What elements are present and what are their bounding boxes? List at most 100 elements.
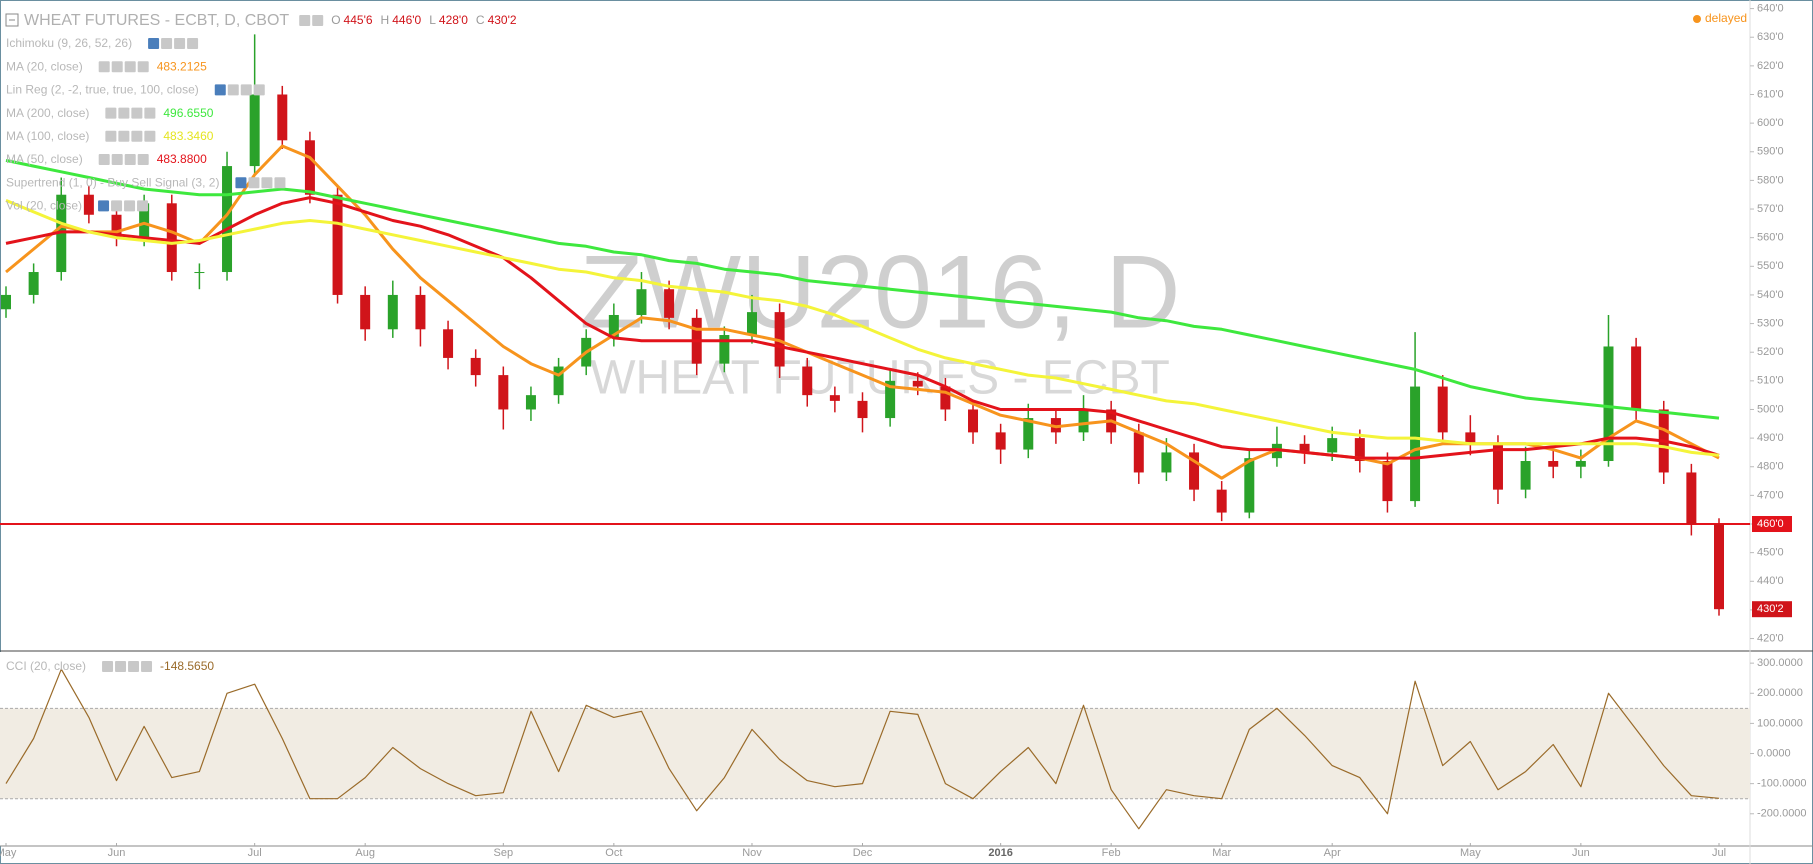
legend-icon[interactable] bbox=[128, 661, 140, 672]
watermark-symbol: ZWU2016, D bbox=[579, 234, 1180, 350]
series-line bbox=[5, 196, 1720, 460]
status: delayed bbox=[1705, 11, 1747, 25]
legend-icon[interactable] bbox=[299, 15, 311, 26]
legend-name[interactable]: MA (50, close) bbox=[6, 152, 83, 166]
legend-icon[interactable] bbox=[253, 84, 265, 96]
candle-body bbox=[1631, 346, 1642, 410]
legend-icon[interactable] bbox=[124, 200, 136, 212]
series-line bbox=[5, 158, 1720, 420]
series-line bbox=[5, 144, 1720, 480]
legend-name[interactable]: Lin Reg (2, -2, true, true, 100, close) bbox=[6, 83, 199, 97]
legend-icon[interactable] bbox=[137, 61, 149, 73]
legend-value: 483.2125 bbox=[157, 59, 207, 73]
x-tick-label: Mar bbox=[1212, 847, 1231, 859]
y-tick-label: 470'0 bbox=[1757, 489, 1784, 501]
candle-body bbox=[1189, 452, 1200, 490]
candle-body bbox=[802, 366, 813, 396]
y-tick-label: 300.0000 bbox=[1757, 657, 1803, 669]
legend-icon[interactable] bbox=[118, 107, 130, 119]
legend-icon[interactable] bbox=[131, 130, 143, 142]
legend-name[interactable]: Vol (20, close) bbox=[6, 199, 82, 213]
legend-icon[interactable] bbox=[98, 200, 110, 212]
y-tick-label: 590'0 bbox=[1757, 146, 1784, 158]
legend-icon[interactable] bbox=[137, 154, 149, 165]
series-line bbox=[5, 199, 1720, 457]
legend-name[interactable]: CCI (20, close) bbox=[6, 659, 86, 673]
legend-icon[interactable] bbox=[124, 154, 136, 165]
candle-body bbox=[1686, 472, 1697, 525]
legend-name[interactable]: Supertrend (1, 0) - Buy Sell Signal (3, … bbox=[6, 175, 219, 189]
ohlc-name: H bbox=[381, 13, 390, 27]
candle-body bbox=[746, 312, 757, 336]
legend-icon[interactable] bbox=[274, 177, 286, 189]
candle-body bbox=[608, 314, 619, 338]
y-tick-label: 440'0 bbox=[1757, 575, 1784, 587]
candle-body bbox=[719, 335, 730, 364]
legend-icon[interactable] bbox=[144, 130, 156, 142]
legend-name[interactable]: MA (100, close) bbox=[6, 129, 89, 143]
candle-body bbox=[1382, 461, 1393, 502]
legend-icon[interactable] bbox=[312, 15, 324, 26]
legend-icon[interactable] bbox=[141, 661, 153, 672]
candle-body bbox=[415, 294, 426, 330]
y-tick-label: 620'0 bbox=[1757, 60, 1784, 72]
legend-icon[interactable] bbox=[111, 154, 123, 165]
legend-icon[interactable] bbox=[124, 61, 136, 73]
collapse-icon[interactable] bbox=[5, 13, 19, 27]
legend-icon[interactable] bbox=[187, 38, 199, 49]
legend-icon[interactable] bbox=[161, 38, 173, 49]
legend-icon[interactable] bbox=[115, 661, 127, 672]
x-tick-label: 2016 bbox=[988, 847, 1012, 859]
y-tick-label: 560'0 bbox=[1757, 232, 1784, 244]
legend-icon[interactable] bbox=[111, 61, 123, 73]
legend-icon[interactable] bbox=[235, 177, 247, 189]
legend-icon[interactable] bbox=[261, 177, 273, 189]
candle-body bbox=[1, 294, 11, 310]
candle-body bbox=[1161, 452, 1172, 473]
hline-box bbox=[1752, 516, 1792, 533]
x-tick-label: Dec bbox=[853, 847, 873, 859]
legend-name[interactable]: MA (20, close) bbox=[6, 59, 83, 73]
legend-icon[interactable] bbox=[148, 38, 160, 49]
candle-body bbox=[194, 272, 205, 274]
legend-icon[interactable] bbox=[105, 130, 117, 142]
candle-body bbox=[1437, 386, 1448, 433]
legend-icon[interactable] bbox=[131, 107, 143, 119]
legend-value: 483.3460 bbox=[163, 129, 213, 143]
legend-value: -148.5650 bbox=[160, 659, 214, 673]
legend-icon[interactable] bbox=[102, 661, 114, 672]
candle-body bbox=[139, 203, 150, 238]
candle-body bbox=[277, 94, 288, 141]
legend-icon[interactable] bbox=[111, 200, 123, 212]
legend-name[interactable]: MA (200, close) bbox=[6, 106, 89, 120]
hline-label: 460'0 bbox=[1757, 518, 1784, 530]
chart-title: WHEAT FUTURES - ECBT, D, CBOT bbox=[24, 12, 289, 29]
candle-body bbox=[332, 194, 343, 295]
legend-value: 496.6550 bbox=[163, 106, 213, 120]
legend-icon[interactable] bbox=[105, 107, 117, 119]
y-tick-label: 570'0 bbox=[1757, 203, 1784, 215]
legend-icon[interactable] bbox=[144, 107, 156, 119]
candle-body bbox=[28, 272, 39, 295]
candle-body bbox=[525, 395, 536, 410]
legend-value: 483.8800 bbox=[157, 152, 207, 166]
legend-icon[interactable] bbox=[227, 84, 239, 96]
candle-body bbox=[857, 400, 868, 419]
candle-body bbox=[1465, 432, 1476, 444]
legend-icon[interactable] bbox=[214, 84, 226, 96]
legend-icon[interactable] bbox=[118, 130, 130, 142]
legend-icon[interactable] bbox=[240, 84, 252, 96]
candle-body bbox=[222, 166, 233, 273]
candle-body bbox=[1714, 524, 1724, 610]
legend-icon[interactable] bbox=[98, 154, 110, 165]
legend-icon[interactable] bbox=[98, 61, 110, 73]
legend-icon[interactable] bbox=[248, 177, 260, 189]
legend-name[interactable]: Ichimoku (9, 26, 52, 26) bbox=[6, 36, 132, 50]
candle-body bbox=[1520, 461, 1531, 490]
candle-body bbox=[249, 94, 260, 167]
y-tick-label: 540'0 bbox=[1757, 289, 1784, 301]
legend-icon[interactable] bbox=[174, 38, 186, 49]
legend-icon[interactable] bbox=[137, 200, 149, 212]
